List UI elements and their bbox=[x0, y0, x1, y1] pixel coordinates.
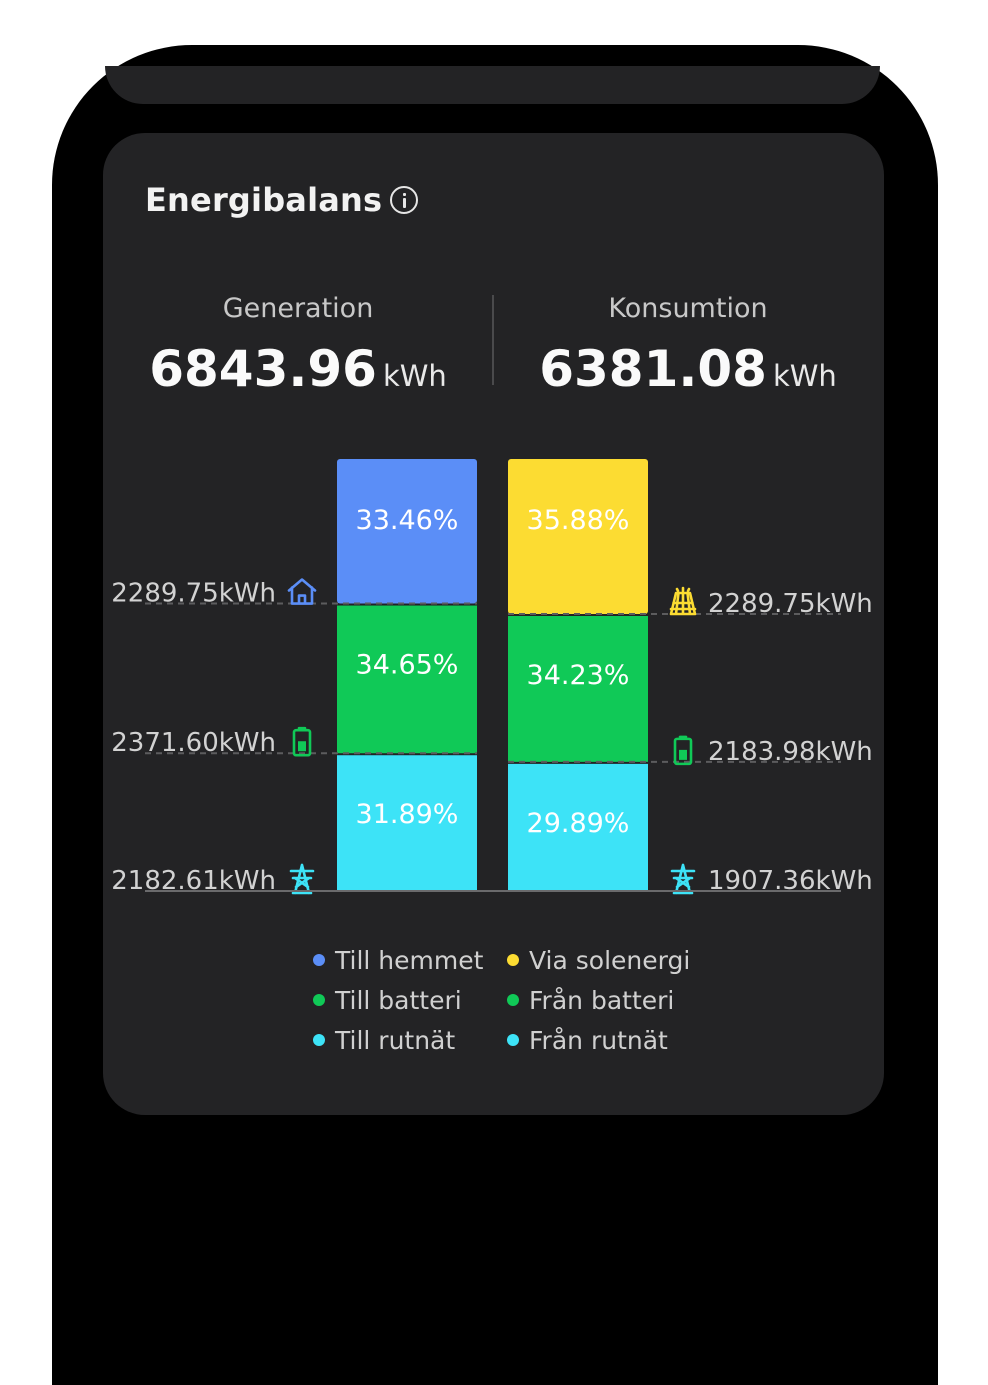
battery-icon bbox=[292, 726, 312, 757]
legend-dot bbox=[313, 1034, 325, 1046]
legend-dot bbox=[507, 954, 519, 966]
generation-unit: kWh bbox=[382, 359, 447, 393]
legend-dot bbox=[313, 994, 325, 1006]
energy-balance-chart: 33.46% 2289.75kWh 34.65% 2371.60kWh 31.89% 21… bbox=[111, 459, 873, 896]
legend-label: Via solenergi bbox=[529, 945, 691, 975]
legend-item: Till batteri bbox=[313, 985, 507, 1015]
consumption-label: Konsumtion bbox=[608, 293, 768, 324]
power-tower-icon bbox=[670, 863, 696, 895]
power-tower-icon bbox=[289, 863, 315, 895]
card-title: Energibalans bbox=[145, 181, 419, 219]
legend-item: Till hemmet bbox=[313, 945, 507, 975]
legend-item: Till rutnät bbox=[313, 1025, 507, 1055]
bar-segment bbox=[337, 459, 477, 604]
legend-dot bbox=[313, 954, 325, 966]
legend-label: Till hemmet bbox=[335, 945, 484, 975]
legend-label: Från rutnät bbox=[529, 1025, 668, 1055]
legend-item: Från rutnät bbox=[507, 1025, 707, 1055]
bar-segment bbox=[508, 763, 648, 891]
legend-item: Från batteri bbox=[507, 985, 707, 1015]
segment-percent-label: 31.89% bbox=[356, 799, 459, 830]
card-title-text: Energibalans bbox=[145, 181, 383, 219]
generation-total: 6843.96 kWh bbox=[103, 340, 493, 398]
segment-percent-label: 34.23% bbox=[527, 660, 630, 691]
consumption-unit: kWh bbox=[772, 359, 837, 393]
bar-segment bbox=[337, 605, 477, 754]
segment-percent-label: 33.46% bbox=[356, 505, 459, 536]
generation-value: 6843.96 bbox=[149, 340, 377, 398]
battery-icon bbox=[673, 735, 693, 766]
generation-summary: Generation 6843.96 kWh bbox=[103, 293, 493, 398]
segment-kwh-label: 2183.98kWh bbox=[708, 737, 873, 767]
bar-segment bbox=[508, 616, 648, 762]
chart-legend: Till hemmet Via solenergi Till batteri Från… bbox=[313, 945, 733, 1055]
segment-percent-label: 29.89% bbox=[527, 808, 630, 839]
consumption-value: 6381.08 bbox=[539, 340, 767, 398]
generation-label: Generation bbox=[222, 293, 374, 324]
consumption-total: 6381.08 kWh bbox=[493, 340, 883, 398]
bar-segment bbox=[508, 459, 648, 615]
solar-panel-icon bbox=[669, 586, 697, 616]
legend-dot bbox=[507, 994, 519, 1006]
segment-kwh-label: 2371.60kWh bbox=[111, 728, 276, 758]
consumption-summary: Konsumtion 6381.08 kWh bbox=[493, 293, 883, 398]
legend-dot bbox=[507, 1034, 519, 1046]
energy-balance-card: Energibalans Generation 6843.96 kWh Konsu… bbox=[103, 133, 884, 1115]
bar-segment bbox=[337, 755, 477, 891]
legend-label: Till rutnät bbox=[335, 1025, 456, 1055]
summary-divider bbox=[492, 295, 494, 385]
legend-label: Från batteri bbox=[529, 985, 675, 1015]
segment-kwh-label: 2289.75kWh bbox=[111, 579, 276, 609]
legend-label: Till batteri bbox=[335, 985, 462, 1015]
info-icon[interactable] bbox=[390, 186, 419, 214]
segment-percent-label: 35.88% bbox=[527, 505, 630, 536]
segment-kwh-label: 2289.75kWh bbox=[708, 589, 873, 619]
segment-percent-label: 34.65% bbox=[356, 650, 459, 681]
legend-item: Via solenergi bbox=[507, 945, 707, 975]
top-bar bbox=[105, 66, 880, 104]
home-icon bbox=[287, 578, 317, 605]
